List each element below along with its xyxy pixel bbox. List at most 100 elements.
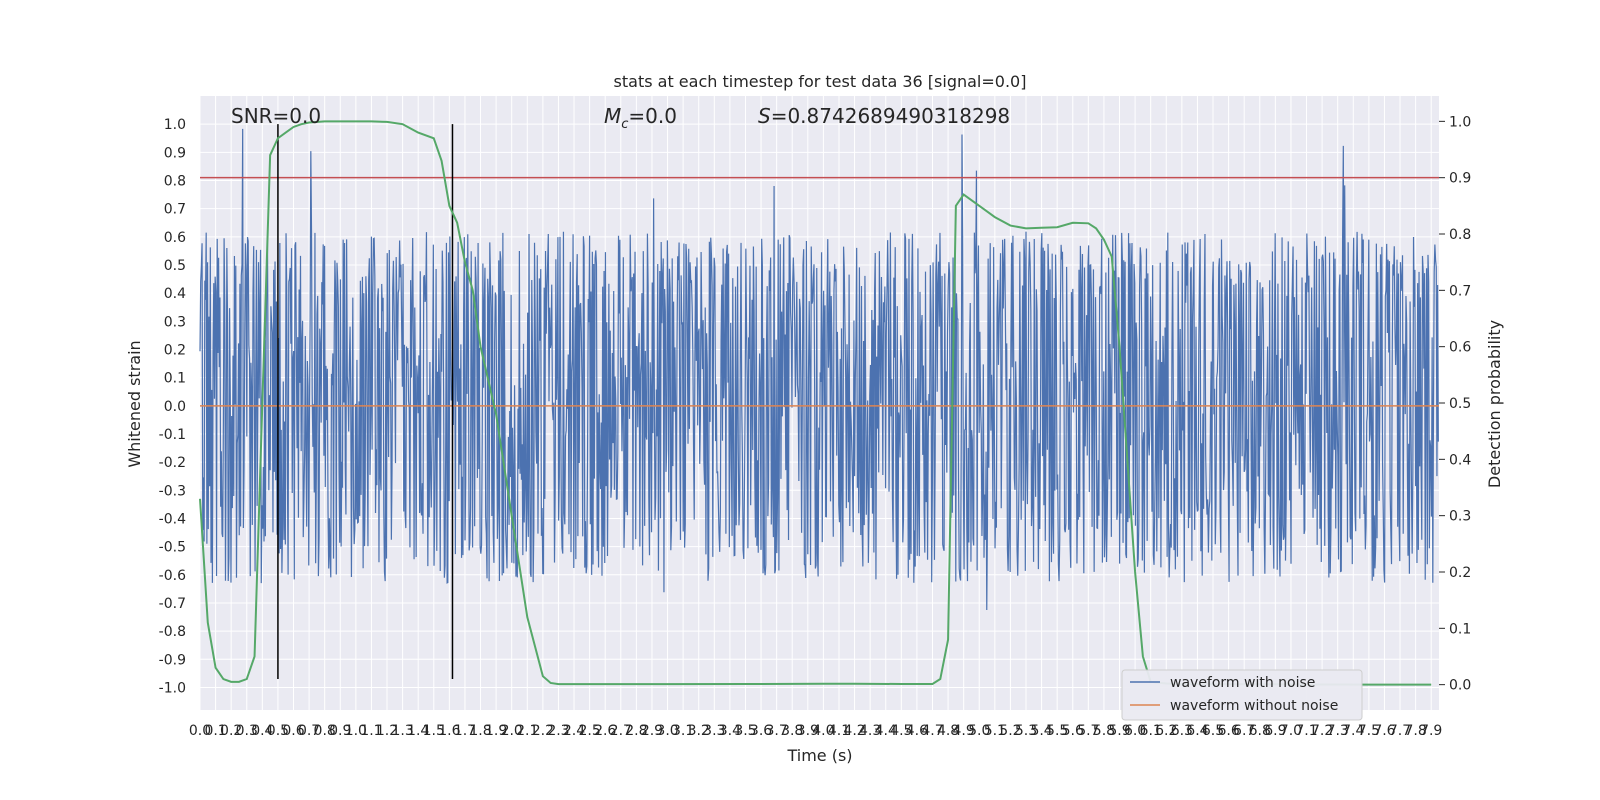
y2-tick-label: 1.0 [1449,114,1471,130]
x-tick-label: 3.3 [703,723,725,739]
y2-tick-label: 0.2 [1449,565,1471,581]
x-tick-label: 1.7 [454,723,476,739]
x-tick-label: 7.1 [1295,723,1317,739]
noise-waveform-line [199,128,1439,610]
x-tick-label: 5.6 [1062,723,1084,739]
x-tick-label: 1.0 [345,723,367,739]
y-tick-label: -0.3 [159,483,186,499]
x-tick-label: 1.1 [360,723,382,739]
x-tick-label: 6.5 [1202,723,1224,739]
y-tick-labels: -1.0 -0.9 -0.8 -0.7 -0.6 -0.5 -0.4 -0.3 -0.2 -0.1… [159,117,186,696]
x-tick-label: 2.5 [578,723,600,739]
x-tick-label: 2.0 [501,723,523,739]
y-tick-label: 0.2 [164,342,186,358]
mc-subscript: c [621,117,628,132]
y-tick-label: 0.0 [164,399,186,415]
x-tick-label: 1.3 [391,723,413,739]
probability-series-line [199,120,1432,686]
x-tick-label: 4.3 [859,723,881,739]
y-tick-label: -0.1 [159,427,186,443]
y2-tick-label: 0.4 [1449,452,1471,468]
x-tick-label: 4.9 [953,723,975,739]
x-tick-label: 6.3 [1171,723,1193,739]
x-tick-label: 5.1 [984,723,1006,739]
y-tick-label: -0.6 [159,568,186,584]
y2-tick-labels: 0.0 0.1 0.2 0.3 0.4 0.5 0.6 0.7 0.8 0.9 1.0 [1439,114,1471,694]
x-tick-label: 0.4 [251,723,273,739]
x-tick-label: 7.6 [1373,723,1395,739]
y-tick-label: 0.3 [164,314,186,330]
snr-annotation: SNR=0.0 [231,104,321,128]
y2-tick-label: 0.1 [1449,621,1471,637]
x-tick-label: 3.8 [781,723,803,739]
x-tick-label: 5.8 [1093,723,1115,739]
y-tick-label: 0.4 [164,286,186,302]
x-tick-label: 3.6 [750,723,772,739]
y-tick-label: -0.5 [159,540,186,556]
x-tick-label: 4.0 [812,723,834,739]
x-tick-label: 7.9 [1420,723,1442,739]
y-tick-label: -0.8 [159,624,186,640]
y2-tick-label: 0.3 [1449,509,1471,525]
y-tick-label: 0.1 [164,371,186,387]
x-tick-label: 2.1 [516,723,538,739]
y2-tick-label: 0.8 [1449,227,1471,243]
x-tick-label: 0.3 [236,723,258,739]
x-tick-label: 3.9 [797,723,819,739]
x-tick-label: 4.2 [843,723,865,739]
x-tick-label: 6.8 [1249,723,1271,739]
x-tick-label: 2.2 [532,723,554,739]
y2-tick-label: 0.9 [1449,171,1471,187]
x-tick-label: 0.8 [314,723,336,739]
y-tick-label: -1.0 [159,680,186,696]
mc-annotation: Mc=0.0 [604,104,677,132]
x-tick-label: 3.7 [766,723,788,739]
x-tick-label: 7.8 [1404,723,1426,739]
x-tick-label: 6.6 [1217,723,1239,739]
x-tick-label: 4.7 [921,723,943,739]
chart-title: stats at each timestep for test data 36 … [614,72,1027,91]
x-tick-label: 3.0 [656,723,678,739]
mc-value: =0.0 [628,104,677,128]
x-tick-label: 7.5 [1358,723,1380,739]
x-tick-label: 4.1 [828,723,850,739]
x-tick-label: 4.5 [890,723,912,739]
x-tick-label: 3.5 [734,723,756,739]
x-tick-label: 0.0 [189,723,211,739]
x-tick-label: 0.9 [329,723,351,739]
x-tick-label: 7.2 [1311,723,1333,739]
x-tick-label: 6.7 [1233,723,1255,739]
x-tick-label: 1.8 [469,723,491,739]
y-tick-label: 0.5 [164,258,186,274]
x-tick-label: 3.4 [719,723,741,739]
x-tick-label: 0.2 [220,723,242,739]
s-symbol: S [758,104,771,128]
x-tick-label: 1.5 [423,723,445,739]
x-tick-label: 7.0 [1280,723,1302,739]
y2-tick-label: 0.7 [1449,283,1471,299]
x-tick-label: 1.2 [376,723,398,739]
y2-tick-label: 0.6 [1449,340,1471,356]
s-annotation: S=0.8742689490318298 [758,104,1010,128]
legend-label-clean: waveform without noise [1170,698,1338,714]
y-tick-label: -0.7 [159,596,186,612]
x-tick-label: 4.6 [906,723,928,739]
x-axis-label: Time (s) [786,746,852,765]
y-tick-label: 0.9 [164,145,186,161]
x-tick-label: 6.9 [1264,723,1286,739]
y-tick-label: -0.4 [159,511,186,527]
x-tick-label: 2.9 [641,723,663,739]
legend: waveform with noise waveform without noi… [1121,669,1363,721]
x-tick-label: 1.4 [407,723,429,739]
x-tick-label: 2.6 [594,723,616,739]
x-tick-label: 4.4 [875,723,897,739]
x-tick-label: 6.4 [1186,723,1208,739]
x-tick-label: 2.3 [547,723,569,739]
x-tick-label: 7.4 [1342,723,1364,739]
y2-tick-label: 0.5 [1449,396,1471,412]
x-tick-label: 6.1 [1140,723,1162,739]
legend-label-noise: waveform with noise [1170,675,1315,691]
x-tick-label: 0.1 [204,723,226,739]
x-tick-label: 5.2 [999,723,1021,739]
